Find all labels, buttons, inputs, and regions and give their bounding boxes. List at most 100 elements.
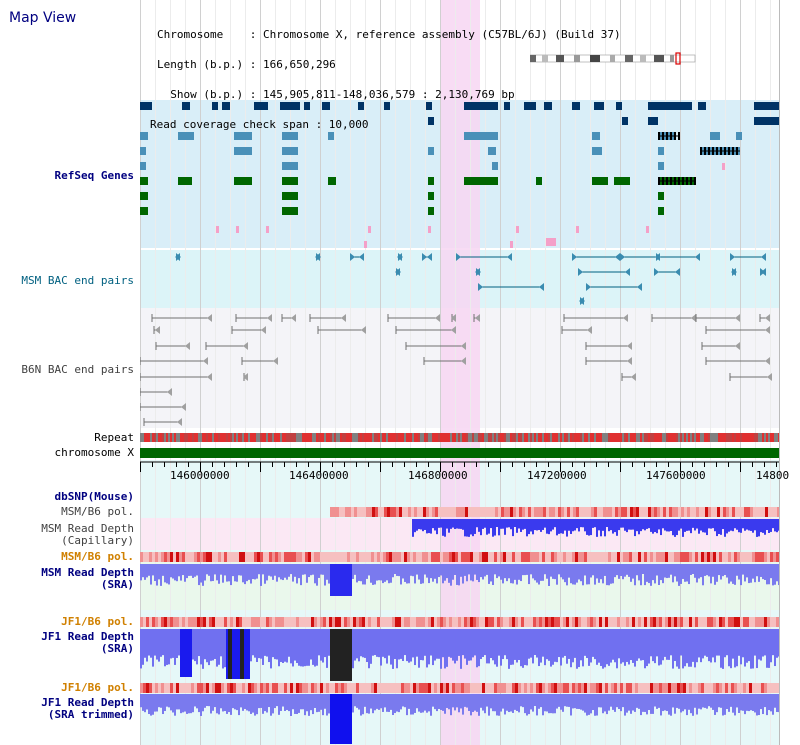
depth-bar <box>654 694 656 707</box>
pol-bar <box>738 507 741 517</box>
depth-bar <box>244 564 246 585</box>
depth-bar <box>400 694 402 710</box>
depth-bar <box>146 694 148 710</box>
msm-bac-label[interactable]: MSM BAC end pairs <box>21 274 134 287</box>
depth-bar <box>446 694 448 708</box>
repeat-segment <box>550 433 552 442</box>
pol-bar <box>272 552 275 562</box>
pol-bar <box>227 617 230 627</box>
pol-bar <box>453 507 456 517</box>
depth-bar <box>476 564 478 580</box>
pol-bar <box>170 552 173 562</box>
pol-bar <box>483 507 486 517</box>
depth-bar <box>328 564 330 584</box>
depth-bar <box>636 694 638 708</box>
depth-bar <box>374 629 376 656</box>
depth-bar <box>670 519 672 531</box>
msm-b6-pol-sra-label[interactable]: MSM/B6 pol. <box>61 550 134 563</box>
pol-bar <box>716 617 719 627</box>
jf1-depth-label[interactable]: JF1 Read Depth (SRA) <box>0 631 134 655</box>
depth-bar <box>424 629 426 656</box>
pol-bar <box>405 507 408 517</box>
repeat-segment <box>214 433 216 442</box>
repeat-segment <box>224 433 226 442</box>
pol-bar <box>686 552 689 562</box>
depth-bar <box>476 629 478 668</box>
jf1-b6-pol-trim-label[interactable]: JF1/B6 pol. <box>61 681 134 694</box>
depth-bar <box>240 694 242 708</box>
repeat-segment <box>144 433 146 442</box>
depth-bar <box>284 694 286 711</box>
gene-exon <box>670 132 672 140</box>
pol-bar <box>695 617 698 627</box>
depth-bar <box>232 564 234 577</box>
repeat-segment <box>700 433 702 442</box>
depth-bar <box>302 629 304 667</box>
depth-bar <box>216 694 218 714</box>
depth-bar <box>368 564 370 576</box>
depth-bar <box>684 629 686 667</box>
depth-bar <box>676 519 678 536</box>
repeat-segment <box>570 433 572 442</box>
pol-bar <box>140 617 143 627</box>
pol-bar <box>404 683 407 693</box>
depth-bar <box>254 564 256 580</box>
depth-bar <box>250 694 252 714</box>
depth-bar <box>424 694 426 711</box>
depth-bar <box>448 629 450 657</box>
pol-bar <box>518 683 521 693</box>
pol-bar <box>149 683 152 693</box>
depth-bar <box>598 694 600 708</box>
pol-bar <box>248 552 251 562</box>
depth-bar <box>566 694 568 707</box>
depth-bar <box>746 564 748 578</box>
pol-bar <box>539 552 542 562</box>
depth-bar <box>520 694 522 707</box>
pol-bar <box>155 552 158 562</box>
depth-bar <box>366 694 368 714</box>
pol-bar <box>164 683 167 693</box>
genome-tracks-canvas[interactable] <box>140 0 780 745</box>
depth-bar <box>668 694 670 715</box>
pol-bar <box>713 617 716 627</box>
pol-bar <box>449 683 452 693</box>
pol-bar <box>281 552 284 562</box>
depth-bar <box>588 564 590 585</box>
depth-bar <box>276 694 278 707</box>
depth-bar <box>540 694 542 708</box>
msm-b6-pol-cap-label[interactable]: MSM/B6 pol. <box>61 505 134 518</box>
msm-depth-cap-label[interactable]: MSM Read Depth (Capillary) <box>0 523 134 547</box>
pol-bar <box>587 617 590 627</box>
b6n-bac-label[interactable]: B6N BAC end pairs <box>21 363 134 376</box>
depth-bar <box>286 629 288 663</box>
pol-bar <box>446 552 449 562</box>
gene-exon <box>686 177 688 185</box>
depth-bar <box>560 564 562 578</box>
depth-bar <box>194 694 196 707</box>
depth-bar <box>724 629 726 658</box>
pol-bar <box>158 683 161 693</box>
chromosome-ideogram[interactable] <box>530 52 700 66</box>
gene-exon <box>728 147 730 155</box>
repeat-segment <box>504 433 506 442</box>
depth-bar <box>700 564 702 578</box>
depth-bar <box>308 564 310 578</box>
pol-bar <box>224 552 227 562</box>
pol-bar <box>605 617 608 627</box>
depth-bar <box>488 629 490 664</box>
repeat-segment <box>516 433 518 442</box>
depth-bar <box>350 694 352 744</box>
jf1-b6-pol-label[interactable]: JF1/B6 pol. <box>61 615 134 628</box>
depth-bar <box>300 629 302 667</box>
pol-bar <box>152 683 155 693</box>
msm-depth-sra-label[interactable]: MSM Read Depth (SRA) <box>0 567 134 591</box>
depth-bar <box>148 564 150 576</box>
pol-bar <box>245 683 248 693</box>
pol-bar <box>260 683 263 693</box>
jf1-trim-label[interactable]: JF1 Read Depth (SRA trimmed) <box>0 697 134 721</box>
pol-bar <box>278 683 281 693</box>
refseq-genes-label[interactable]: RefSeq Genes <box>54 169 134 182</box>
repeat-segment <box>174 433 176 442</box>
depth-bar <box>538 694 540 709</box>
dbsnp-label[interactable]: dbSNP(Mouse) <box>54 490 134 503</box>
